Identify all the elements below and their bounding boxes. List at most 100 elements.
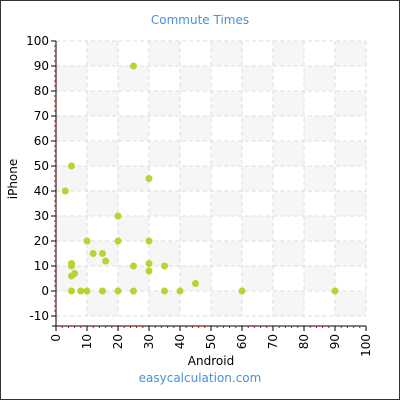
background-band [211, 91, 242, 116]
y-tick-label: 40 [34, 184, 49, 198]
background-band [335, 191, 366, 216]
background-band [56, 166, 87, 191]
x-tick-label: 30 [142, 334, 156, 349]
background-band [87, 41, 118, 66]
background-band [273, 141, 304, 166]
data-point [83, 287, 91, 295]
data-point [83, 237, 91, 245]
background-band [335, 291, 366, 316]
background-band [149, 191, 180, 216]
background-band [242, 266, 273, 291]
background-band [273, 191, 304, 216]
data-point [102, 257, 110, 265]
x-tick-labels: 0 10 20 30 40 50 60 70 80 90 100 [49, 334, 373, 357]
y-tick-label: 0 [41, 284, 49, 298]
background-band [273, 91, 304, 116]
background-band [304, 216, 335, 241]
background-bands [56, 41, 366, 316]
x-tick-label: 40 [173, 334, 187, 349]
x-tick-label: 50 [204, 334, 218, 349]
background-band [304, 166, 335, 191]
background-band [273, 241, 304, 266]
data-point [331, 287, 339, 295]
data-point [145, 175, 153, 182]
y-tick-label: 90 [34, 59, 49, 73]
x-tick-label: 100 [359, 334, 373, 357]
y-tick-labels: -10 0 10 20 30 40 50 60 70 80 90 100 [26, 34, 49, 323]
background-band [149, 241, 180, 266]
background-band [118, 166, 149, 191]
x-tick-label: 60 [235, 334, 249, 349]
data-point [192, 280, 199, 287]
data-point [99, 250, 106, 257]
x-tick-label: 10 [80, 334, 94, 349]
background-band [118, 266, 149, 291]
data-point [114, 237, 122, 245]
data-point [145, 267, 153, 275]
x-tick-label: 20 [111, 334, 125, 349]
background-band [56, 216, 87, 241]
background-band [211, 241, 242, 266]
background-band [273, 41, 304, 66]
background-band [242, 216, 273, 241]
data-point [68, 162, 75, 170]
background-band [242, 166, 273, 191]
background-band [180, 216, 211, 241]
background-band [180, 166, 211, 191]
data-point [130, 287, 137, 295]
background-band [242, 66, 273, 91]
background-band [149, 291, 180, 316]
y-tick-label: -10 [29, 309, 49, 323]
data-point [68, 272, 75, 280]
background-band [149, 141, 180, 166]
y-tick-label: 50 [34, 159, 49, 173]
data-point [161, 262, 168, 270]
background-band [304, 116, 335, 141]
background-band [335, 41, 366, 66]
data-point [68, 287, 75, 295]
background-band [211, 41, 242, 66]
background-band [335, 91, 366, 116]
y-axis-label: iPhone [6, 159, 20, 200]
background-band [304, 66, 335, 91]
data-point [61, 187, 69, 195]
background-band [242, 116, 273, 141]
data-point [114, 287, 122, 295]
background-band [149, 41, 180, 66]
x-tick-label: 70 [266, 334, 280, 349]
x-tick-label: 80 [297, 334, 311, 349]
footer-credit: easycalculation.com [138, 371, 262, 385]
data-point [176, 287, 184, 295]
y-tick-label: 60 [34, 134, 49, 148]
background-band [211, 141, 242, 166]
background-band [211, 191, 242, 216]
background-band [335, 241, 366, 266]
background-band [118, 216, 149, 241]
background-band [304, 266, 335, 291]
data-point [114, 212, 122, 220]
x-tick-label: 0 [49, 334, 63, 342]
data-point [145, 237, 153, 245]
x-axis-label: Android [188, 354, 234, 368]
background-band [118, 66, 149, 91]
chart-title: Commute Times [150, 13, 250, 27]
background-band [180, 266, 211, 291]
data-point [68, 262, 75, 270]
background-band [180, 116, 211, 141]
data-point [130, 62, 137, 70]
background-band [335, 141, 366, 166]
axes [51, 40, 367, 331]
background-band [211, 291, 242, 316]
data-point [99, 287, 106, 295]
background-band [56, 116, 87, 141]
background-band [118, 116, 149, 141]
grid-lines [55, 40, 367, 317]
y-tick-label: 30 [34, 209, 49, 223]
y-tick-label: 80 [34, 84, 49, 98]
background-band [180, 66, 211, 91]
data-points [61, 62, 339, 295]
data-point [89, 250, 97, 257]
background-band [87, 91, 118, 116]
